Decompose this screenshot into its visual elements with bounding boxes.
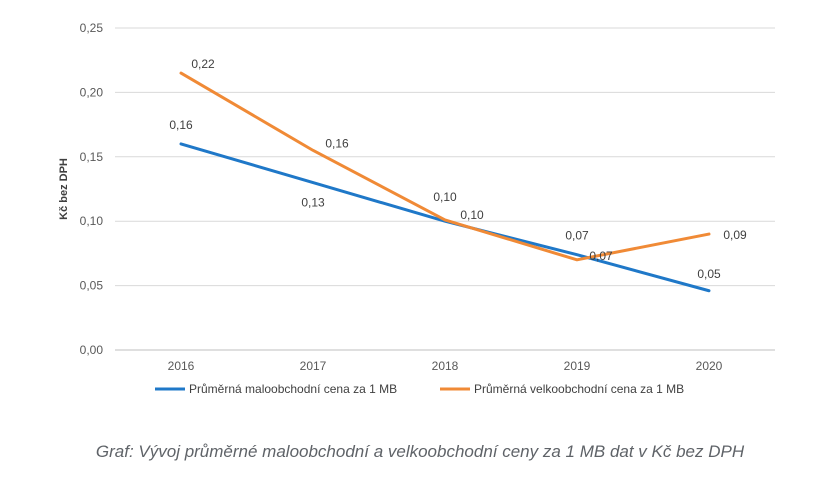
x-tick-label: 2019 <box>564 359 591 373</box>
data-label: 0,16 <box>169 118 193 132</box>
legend-label: Průměrná velkoobchodní cena za 1 MB <box>474 382 684 396</box>
y-axis-label: Kč bez DPH <box>58 158 70 220</box>
data-label: 0,07 <box>565 229 589 243</box>
x-tick-label: 2017 <box>300 359 327 373</box>
data-label: 0,10 <box>460 208 484 222</box>
data-label: 0,22 <box>191 57 215 71</box>
y-tick-label: 0,25 <box>80 21 104 35</box>
legend: Průměrná maloobchodní cena za 1 MB Průměr… <box>155 382 684 396</box>
y-tick-label: 0,10 <box>80 214 104 228</box>
data-labels: 0,16 0,13 0,10 0,07 0,05 0,22 0,16 0,10 0,07 0,09 <box>169 57 747 281</box>
series-lines <box>179 71 711 293</box>
x-tick-label: 2020 <box>696 359 723 373</box>
data-label: 0,05 <box>697 267 721 281</box>
data-label: 0,13 <box>301 196 325 210</box>
x-tick-label: 2018 <box>432 359 459 373</box>
x-tick-label: 2016 <box>168 359 195 373</box>
data-label: 0,10 <box>433 190 457 204</box>
data-label: 0,09 <box>723 228 747 242</box>
line-chart: 0,000,050,100,150,200,25 2016 2017 2018 201… <box>58 21 775 396</box>
y-tick-label: 0,05 <box>80 279 104 293</box>
y-tick-label: 0,20 <box>80 85 104 99</box>
chart-caption: Graf: Vývoj průměrné maloobchodní a velk… <box>95 442 745 461</box>
y-axis-ticks: 0,00 0,05 0,10 0,15 0,20 0,25 <box>80 21 104 357</box>
wholesale-price-line <box>179 71 711 262</box>
y-tick-label: 0,00 <box>80 343 104 357</box>
retail-price-line <box>179 142 711 293</box>
data-label: 0,16 <box>325 136 349 150</box>
legend-label: Průměrná maloobchodní cena za 1 MB <box>189 382 397 396</box>
y-tick-label: 0,15 <box>80 150 104 164</box>
x-axis-ticks: 2016 2017 2018 2019 2020 <box>168 359 723 373</box>
gridlines <box>115 27 775 351</box>
data-label: 0,07 <box>589 249 613 263</box>
